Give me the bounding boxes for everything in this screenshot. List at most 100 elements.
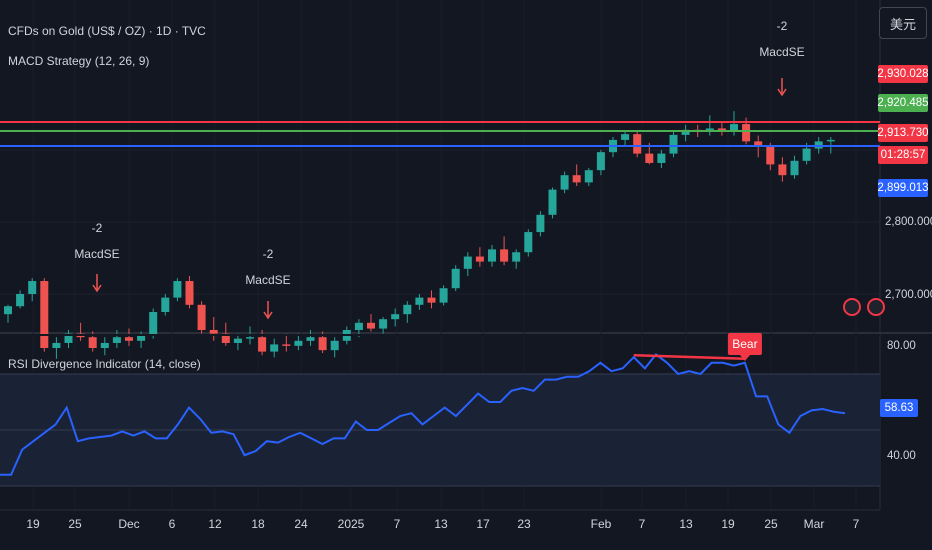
countdown-label: 01:28:57 [878, 146, 928, 164]
candle [88, 337, 97, 348]
candle [500, 249, 509, 262]
x-tick-label: 7 [394, 517, 401, 531]
bear-label-pointer [739, 355, 750, 361]
currency-button[interactable]: 美元 [879, 7, 927, 39]
candle [814, 141, 823, 149]
candle [488, 249, 496, 262]
price-label-current: 2,913.730 [877, 124, 929, 142]
candle [463, 256, 472, 269]
bear-divergence-line [633, 353, 745, 361]
candle [40, 281, 49, 348]
x-tick-label: 24 [294, 517, 308, 531]
candle [802, 148, 811, 161]
candle [415, 297, 424, 305]
rsi-line [0, 353, 846, 476]
x-tick-label: Feb [591, 517, 612, 531]
candle [246, 337, 254, 339]
candle [596, 152, 605, 171]
rsi-tick-40: 40.00 [887, 450, 916, 462]
candle [427, 297, 436, 303]
rsi-title[interactable]: RSI Divergence Indicator (14, close) [8, 357, 201, 371]
candle [4, 306, 12, 315]
x-tick-label: 6 [169, 517, 176, 531]
x-tick-label: 2025 [338, 517, 365, 531]
signal-arrow-head [777, 88, 787, 97]
candle [100, 342, 109, 348]
signal-text: MacdSE [74, 247, 119, 261]
candle [391, 314, 400, 320]
candle [742, 124, 751, 142]
rsi-current-value: 58.63 [880, 399, 918, 417]
candle [330, 340, 339, 351]
signal-label: -2 [777, 19, 788, 33]
candle [475, 256, 484, 262]
x-tick-label: 19 [26, 517, 40, 531]
candle [669, 134, 678, 154]
candle [270, 344, 279, 352]
candle [778, 164, 787, 176]
x-tick-label: 13 [434, 517, 448, 531]
candle [730, 124, 738, 132]
rsi-tick-80: 80.00 [887, 340, 916, 352]
price-tick-2700: 2,700.000 [885, 289, 932, 301]
x-tick-label: 25 [764, 517, 778, 531]
price-label-red: 2,930.028 [877, 65, 929, 83]
candle [403, 304, 412, 315]
candle [209, 330, 218, 334]
signal-text: MacdSE [245, 273, 290, 287]
candle [548, 189, 557, 215]
candle [524, 232, 533, 253]
price-tick-2800: 2,800.000 [885, 216, 932, 228]
candle [621, 134, 630, 140]
x-tick-label: 19 [721, 517, 735, 531]
candle [572, 175, 581, 183]
candle [560, 175, 569, 190]
candle [185, 281, 194, 305]
signal-text: MacdSE [759, 45, 804, 59]
x-tick-label: 7 [853, 517, 860, 531]
x-tick-label: 18 [251, 517, 265, 531]
signal-label: -2 [92, 221, 103, 235]
candle [633, 134, 642, 154]
bear-label-text: Bear [732, 337, 757, 351]
candle [681, 129, 690, 135]
candle [306, 337, 315, 341]
signal-arrow-head [92, 284, 102, 293]
candle [258, 337, 267, 352]
candle [233, 338, 242, 343]
candle [318, 337, 327, 351]
candle [112, 337, 121, 343]
candle [161, 297, 170, 312]
candle [354, 322, 363, 330]
candle [826, 139, 835, 142]
candle [451, 268, 460, 289]
candle [197, 304, 206, 330]
candle [512, 252, 521, 262]
candle [367, 322, 375, 329]
candle [28, 281, 37, 294]
candle [64, 333, 73, 343]
x-tick-label: 13 [679, 517, 693, 531]
signal-label: -2 [263, 247, 274, 261]
candles-group [4, 111, 835, 359]
candle [584, 170, 593, 183]
candle [52, 342, 61, 348]
x-tick-label: 23 [517, 517, 531, 531]
price-label-blue: 2,899.013 [877, 179, 929, 197]
pane-mask [0, 334, 880, 336]
candle [173, 281, 182, 298]
symbol-title[interactable]: CFDs on Gold (US$ / OZ) · 1D · TVC [8, 24, 206, 38]
x-tick-label: 17 [476, 517, 490, 531]
candle [137, 335, 146, 341]
candle [645, 153, 654, 163]
candle [790, 160, 799, 176]
candle [717, 128, 726, 132]
candle [766, 146, 775, 165]
strategy-title[interactable]: MACD Strategy (12, 26, 9) [8, 54, 150, 68]
candle [282, 344, 291, 346]
candle [294, 340, 303, 346]
candle [16, 294, 25, 307]
x-tick-label: Mar [804, 517, 825, 531]
price-label-green: 2,920.485 [877, 94, 929, 112]
